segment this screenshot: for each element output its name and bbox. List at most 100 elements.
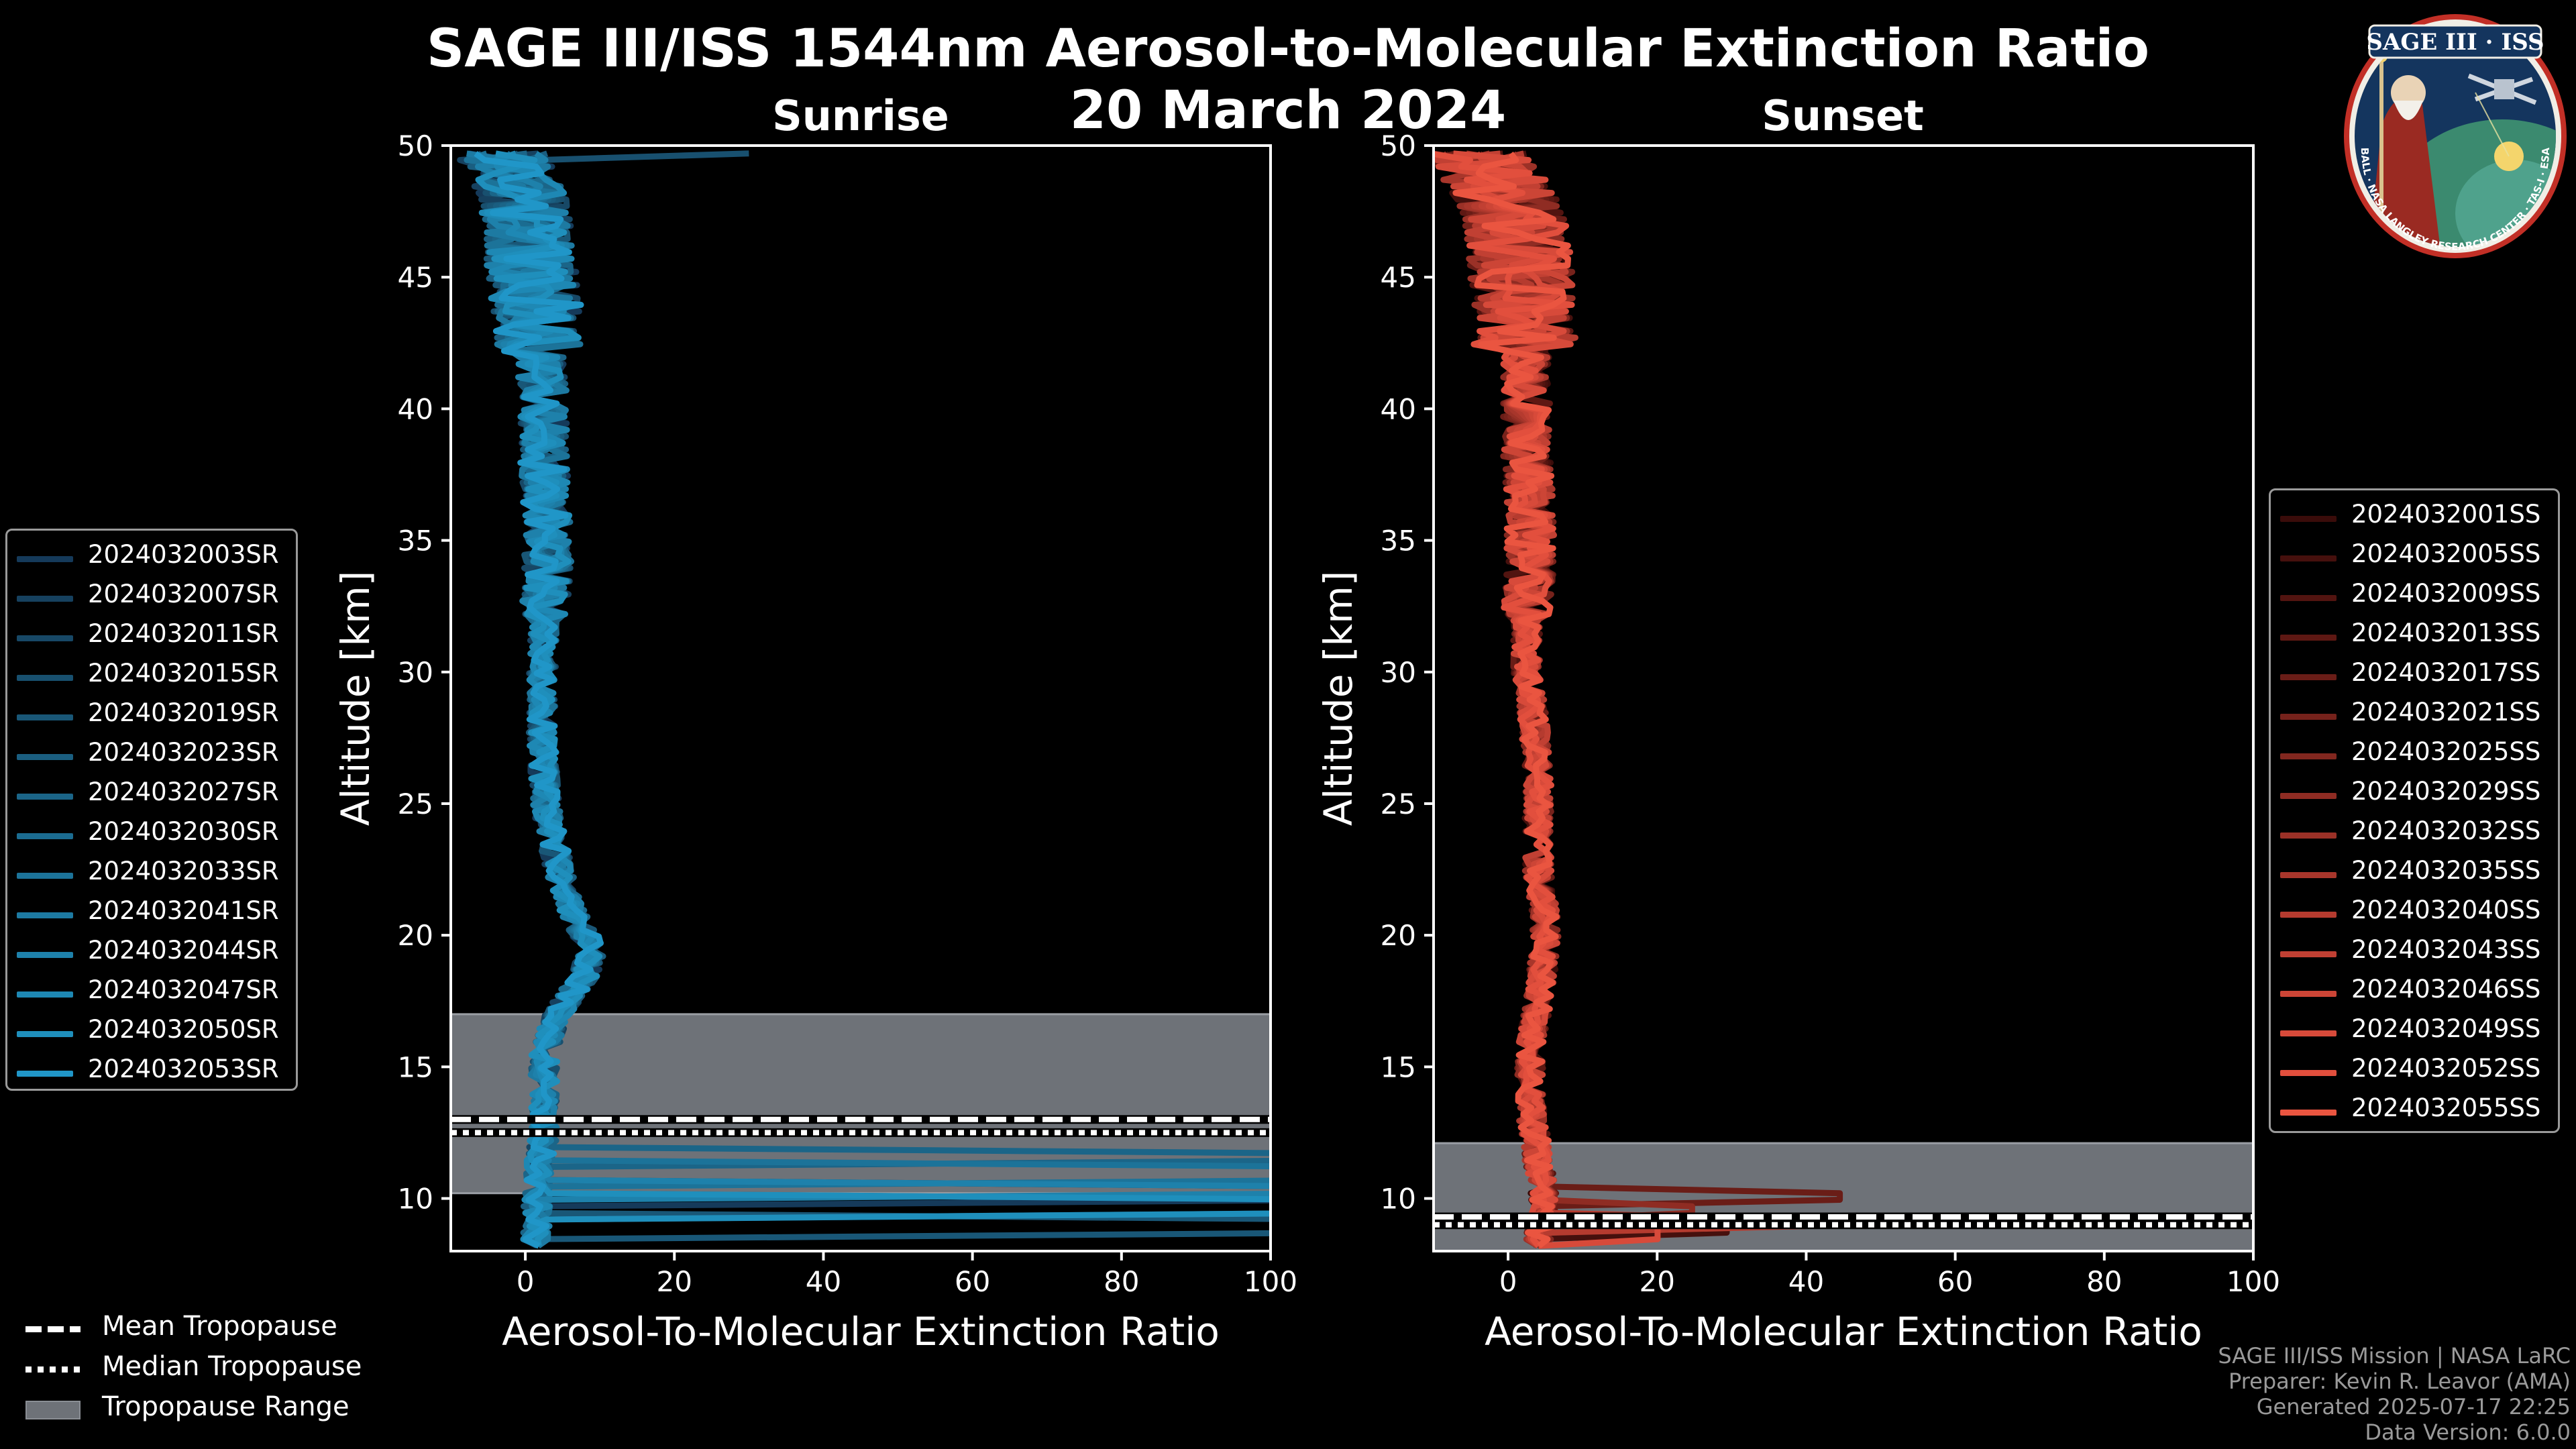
sunset-y-axis-label: Altitude [km] (1316, 571, 1361, 826)
legend-label: 2024032044SR (88, 936, 279, 965)
sunrise-legend-item: 2024032015SR (7, 657, 296, 697)
sunset-y-tick-label: 35 (1381, 525, 1416, 557)
sunset-legend-item: 2024032005SS (2271, 538, 2558, 578)
sunset-panel-title: Sunset (1762, 91, 1924, 140)
legend-label: 2024032025SS (2351, 737, 2541, 766)
legend-label: 2024032049SS (2351, 1014, 2541, 1043)
sunrise-legend: 2024032003SR 2024032007SR 2024032011SR 2024… (5, 529, 298, 1091)
sunrise-legend-item: 2024032027SR (7, 776, 296, 816)
sunrise-legend-item: 2024032030SR (7, 816, 296, 855)
legend-label: 2024032009SS (2351, 579, 2541, 608)
legend-label: Median Tropopause (102, 1351, 362, 1382)
legend-label: 2024032033SR (88, 857, 279, 885)
sunset-legend-item: 2024032055SS (2271, 1092, 2558, 1132)
legend-label: Tropopause Range (102, 1391, 350, 1422)
sunset-x-tick-label: 100 (2226, 1265, 2280, 1298)
sunrise-series-line-2024032053SR (474, 151, 604, 1249)
legend-swatch (2280, 833, 2337, 839)
legend-swatch (2280, 714, 2337, 720)
dashed-line-swatch (25, 1322, 80, 1336)
footer-generated: Generated 2025-07-17 22:25 (2256, 1394, 2571, 1419)
sunset-x-tick-label: 60 (1937, 1265, 1973, 1298)
sunrise-y-tick-label: 40 (398, 392, 433, 425)
footer-preparer: Preparer: Kevin R. Leavor (AMA) (2228, 1368, 2571, 1394)
sunset-legend-item: 2024032035SS (2271, 855, 2558, 894)
legend-swatch (17, 1071, 73, 1077)
legend-swatch (17, 635, 73, 641)
sunrise-x-tick-label: 60 (955, 1265, 990, 1298)
legend-label: 2024032030SR (88, 817, 279, 846)
legend-swatch (2280, 1030, 2337, 1036)
legend-label: 2024032005SS (2351, 539, 2541, 568)
legend-label: 2024032052SS (2351, 1054, 2541, 1083)
legend-swatch (2280, 912, 2337, 918)
legend-swatch (2280, 793, 2337, 799)
sunrise-legend-item: 2024032019SR (7, 697, 296, 737)
chart-date: 20 March 2024 (1069, 80, 1507, 141)
sunset-x-tick-label: 0 (1499, 1265, 1517, 1298)
range-fill-swatch (25, 1401, 80, 1419)
legend-label: 2024032032SS (2351, 816, 2541, 845)
legend-swatch (2280, 635, 2337, 641)
legend-swatch (2280, 1110, 2337, 1116)
legend-swatch (2280, 872, 2337, 878)
dotted-line-swatch (25, 1362, 80, 1377)
legend-swatch (17, 1031, 73, 1037)
sunrise-legend-item: 2024032041SR (7, 895, 296, 934)
sunset-profiles (1434, 150, 1843, 1249)
sunset-y-tick-label: 25 (1381, 788, 1416, 820)
legend-item-mean-tropopause: Mean Tropopause (20, 1308, 423, 1348)
legend-swatch (17, 952, 73, 958)
sunrise-axes-frame (449, 144, 1272, 1252)
sunrise-y-axis-label: Altitude [km] (333, 571, 378, 826)
sunset-legend-item: 2024032009SS (2271, 578, 2558, 617)
sunrise-legend-item: 2024032047SR (7, 974, 296, 1014)
sunset-y-tick-label: 45 (1381, 261, 1416, 294)
sunset-legend-item: 2024032043SS (2271, 934, 2558, 973)
sunrise-x-tick-label: 20 (657, 1265, 692, 1298)
sunrise-profiles (457, 150, 1271, 1249)
legend-label: 2024032050SR (88, 1015, 279, 1044)
sunset-y-tick-label: 20 (1381, 919, 1416, 952)
legend-label: 2024032013SS (2351, 619, 2541, 647)
legend-swatch (17, 714, 73, 720)
sunset-legend-item: 2024032032SS (2271, 815, 2558, 855)
legend-swatch (17, 991, 73, 998)
legend-label: 2024032047SR (88, 975, 279, 1004)
legend-label: 2024032041SR (88, 896, 279, 925)
sunrise-legend-item: 2024032050SR (7, 1014, 296, 1053)
footer-data-version: Data Version: 6.0.0 (2365, 1419, 2571, 1445)
sunset-series-line-2024032052SS (1434, 151, 1575, 1248)
legend-label: 2024032015SR (88, 659, 279, 688)
sunset-x-tick-label: 80 (2086, 1265, 2122, 1298)
sunrise-y-tick-label: 35 (398, 525, 433, 557)
sunset-legend-item: 2024032046SS (2271, 973, 2558, 1013)
chart-title: SAGE III/ISS 1544nm Aerosol-to-Molecular… (427, 19, 2149, 79)
legend-swatch (17, 675, 73, 681)
legend-item-median-tropopause: Median Tropopause (20, 1348, 423, 1389)
legend-swatch (2280, 555, 2337, 561)
sunset-y-tick-label: 15 (1381, 1051, 1416, 1083)
legend-swatch (2280, 951, 2337, 957)
sunset-y-tick-label: 10 (1381, 1183, 1416, 1216)
sunrise-legend-item: 2024032003SR (7, 539, 296, 578)
sunset-x-axis-label: Aerosol-To-Molecular Extinction Ratio (1485, 1309, 2202, 1354)
sunset-legend-item: 2024032029SS (2271, 775, 2558, 815)
legend-label: 2024032007SR (88, 580, 279, 608)
legend-label: 2024032046SS (2351, 975, 2541, 1004)
legend-label: 2024032029SS (2351, 777, 2541, 806)
sunrise-y-tick-label: 10 (398, 1183, 433, 1216)
legend-swatch (2280, 595, 2337, 601)
sunrise-y-tick-label: 45 (398, 261, 433, 294)
sunset-legend-item: 2024032052SS (2271, 1053, 2558, 1092)
legend-label: 2024032040SS (2351, 896, 2541, 924)
sunrise-x-tick-label: 40 (806, 1265, 841, 1298)
legend-item-tropopause-range: Tropopause Range (20, 1389, 423, 1429)
sunset-x-tick-label: 40 (1788, 1265, 1824, 1298)
sunset-legend-item: 2024032021SS (2271, 696, 2558, 736)
legend-label: Mean Tropopause (102, 1311, 337, 1342)
legend-swatch (17, 833, 73, 839)
sunrise-y-tick-label: 50 (398, 129, 433, 162)
sunrise-legend-item: 2024032007SR (7, 578, 296, 618)
sage-iii-iss-mission-badge: SAGE III · ISS BALL · NASA LANGLEY RESEA… (2344, 14, 2567, 258)
